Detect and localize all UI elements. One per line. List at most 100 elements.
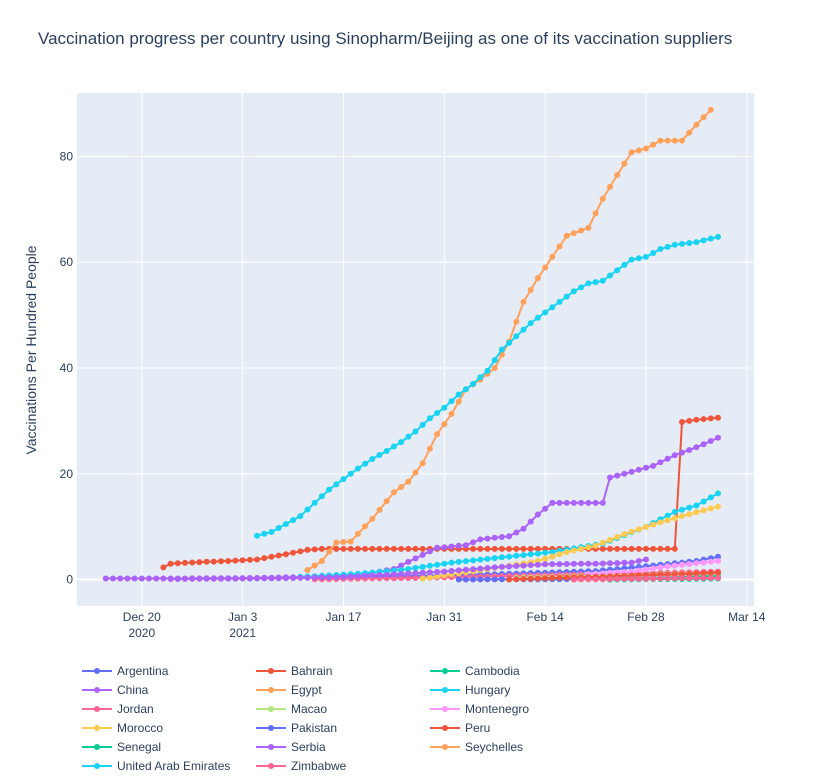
data-point: [477, 374, 484, 381]
data-point: [679, 575, 685, 582]
data-point: [650, 250, 657, 256]
data-point: [693, 509, 700, 516]
data-point: [311, 546, 318, 553]
data-point: [412, 545, 419, 552]
legend-item-macao[interactable]: Macao: [256, 702, 327, 716]
legend-item-morocco[interactable]: Morocco: [82, 721, 163, 735]
data-point: [679, 137, 685, 144]
legend-label: Bahrain: [291, 664, 332, 678]
data-point: [246, 556, 253, 563]
data-point: [585, 576, 592, 583]
data-point: [563, 561, 570, 567]
data-point: [700, 575, 707, 581]
legend-item-china[interactable]: China: [82, 683, 149, 697]
data-point: [477, 576, 484, 583]
series-zimbabwe: [570, 575, 721, 583]
data-point: [556, 551, 563, 558]
legend-item-peru[interactable]: Peru: [430, 721, 490, 735]
legend-item-hungary[interactable]: Hungary: [430, 683, 510, 697]
data-point: [290, 549, 297, 556]
data-point: [419, 421, 426, 428]
data-point: [354, 465, 361, 472]
data-point: [218, 575, 224, 582]
legend-item-pakistan[interactable]: Pakistan: [256, 721, 337, 735]
data-point: [297, 574, 304, 581]
data-point: [318, 545, 325, 552]
data-point: [390, 489, 397, 496]
data-point: [498, 346, 505, 353]
data-point: [110, 575, 116, 582]
data-point: [362, 545, 369, 552]
data-point: [498, 563, 505, 570]
data-point: [513, 552, 520, 559]
data-point: [513, 576, 520, 583]
data-point: [462, 542, 469, 549]
data-point: [657, 246, 664, 252]
legend-item-bahrain[interactable]: Bahrain: [256, 664, 332, 678]
data-point: [621, 160, 628, 167]
data-point: [607, 183, 613, 190]
data-point: [146, 575, 152, 582]
legend-swatch-marker: [442, 744, 448, 750]
legend-item-argentina[interactable]: Argentina: [82, 664, 169, 678]
data-point: [412, 564, 419, 571]
data-point: [628, 468, 635, 475]
data-point: [383, 571, 390, 578]
legend-swatch-marker: [442, 725, 448, 731]
data-point: [326, 486, 333, 493]
data-point: [347, 470, 354, 477]
data-point: [693, 121, 700, 128]
legend-item-montenegro[interactable]: Montenegro: [430, 702, 529, 716]
data-point: [715, 503, 721, 510]
data-point: [599, 499, 606, 506]
legend-label: Jordan: [117, 702, 154, 716]
data-point: [585, 224, 592, 231]
legend[interactable]: Argentina Bahrain Cambodia China Egypt Hungar…: [82, 664, 529, 773]
data-point: [549, 499, 556, 506]
data-point: [693, 560, 700, 567]
data-point: [542, 309, 549, 316]
x-tick-label: Mar 14: [728, 610, 766, 624]
legend-item-cambodia[interactable]: Cambodia: [430, 664, 520, 678]
data-point: [614, 172, 621, 178]
data-point: [448, 543, 455, 550]
data-point: [441, 421, 448, 428]
data-point: [448, 411, 455, 417]
legend-item-seychelles[interactable]: Seychelles: [430, 740, 523, 754]
legend-item-senegal[interactable]: Senegal: [82, 740, 161, 754]
data-point: [232, 575, 239, 582]
data-point: [635, 558, 642, 564]
legend-swatch-marker: [268, 687, 274, 693]
data-point: [506, 545, 513, 552]
data-point: [614, 534, 621, 540]
data-point: [196, 575, 203, 582]
legend-item-united-arab-emirates[interactable]: United Arab Emirates: [82, 759, 230, 773]
legend-label: Senegal: [117, 740, 161, 754]
data-point: [549, 553, 556, 560]
data-point: [398, 570, 405, 577]
data-point: [412, 575, 419, 581]
data-point: [470, 539, 477, 546]
data-point: [556, 243, 563, 250]
data-point: [671, 137, 678, 144]
data-point: [527, 562, 534, 569]
legend-swatch-marker: [268, 706, 274, 712]
data-point: [599, 576, 606, 583]
legend-item-zimbabwe[interactable]: Zimbabwe: [256, 759, 347, 773]
legend-item-egypt[interactable]: Egypt: [256, 683, 322, 697]
data-point: [650, 565, 657, 572]
data-point: [498, 545, 505, 552]
data-point: [671, 452, 678, 459]
data-point: [138, 575, 145, 582]
legend-item-serbia[interactable]: Serbia: [256, 740, 326, 754]
data-point: [534, 575, 541, 582]
data-point: [643, 464, 649, 471]
data-point: [311, 499, 318, 506]
legend-label: Cambodia: [465, 664, 520, 678]
data-point: [628, 256, 635, 263]
data-point: [470, 557, 477, 564]
legend-item-jordan[interactable]: Jordan: [82, 702, 154, 716]
data-point: [268, 529, 275, 535]
data-point: [570, 560, 577, 567]
